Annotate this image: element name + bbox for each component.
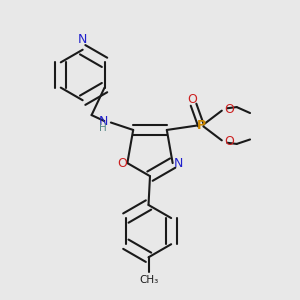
Text: N: N [98, 115, 108, 128]
Text: N: N [173, 157, 183, 169]
Text: O: O [117, 157, 127, 169]
Text: O: O [224, 103, 234, 116]
Text: N: N [78, 33, 87, 46]
Text: CH₃: CH₃ [139, 275, 158, 285]
Text: H: H [99, 123, 106, 133]
Text: P: P [196, 119, 206, 132]
Text: O: O [224, 135, 234, 148]
Text: O: O [187, 93, 197, 106]
